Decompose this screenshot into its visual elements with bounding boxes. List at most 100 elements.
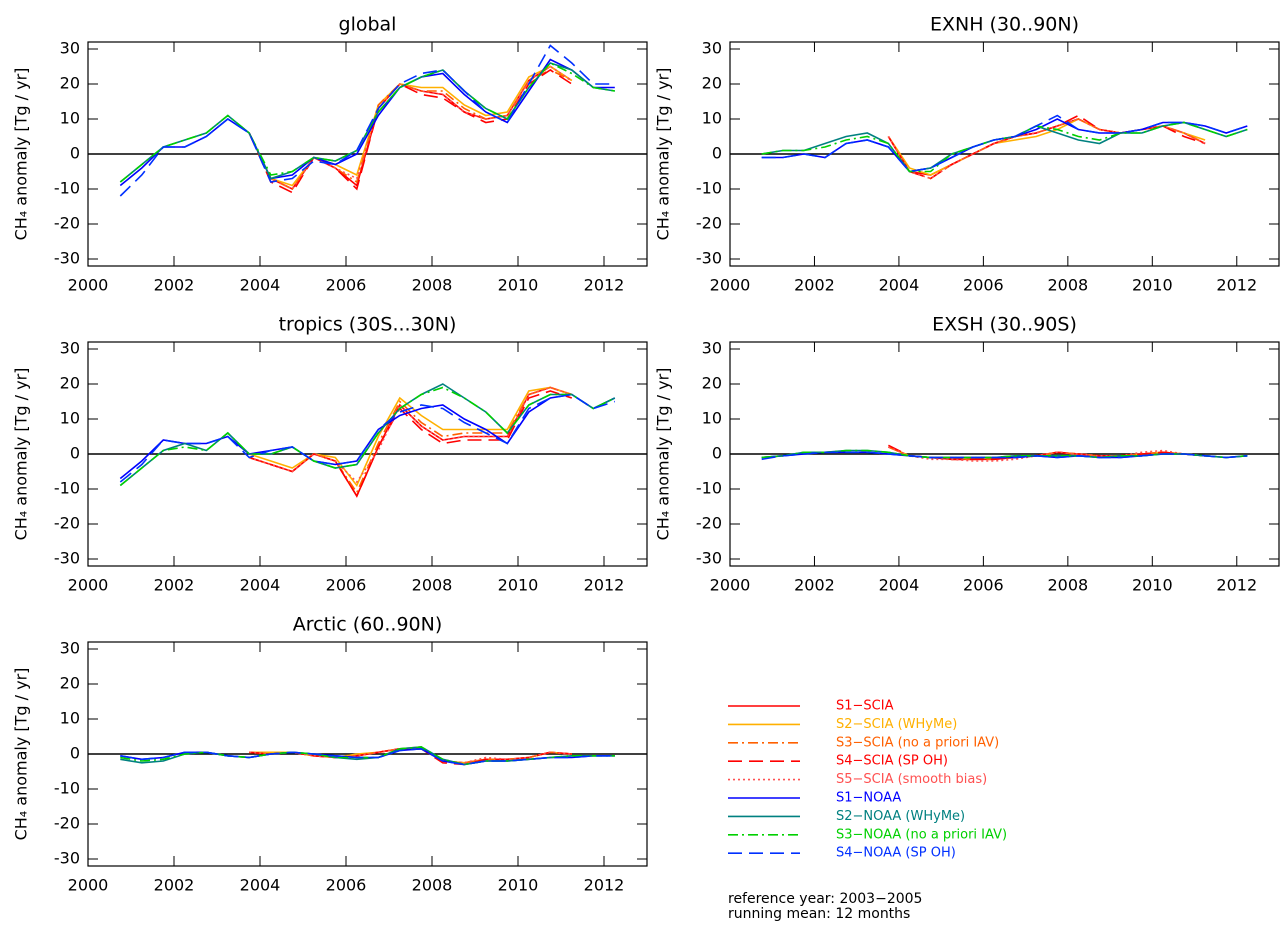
y-tick-label: 10 (702, 409, 722, 428)
legend-label: S1−SCIA (836, 699, 894, 714)
series-line (120, 747, 615, 766)
y-tick-label: -20 (696, 514, 722, 533)
y-tick-label: -20 (54, 514, 80, 533)
panel: global CH₄ anomaly [Tg / yr] -30 -20 -10 0 10 2… (12, 14, 648, 295)
y-tick-label: 10 (702, 109, 722, 128)
y-tick-label: 0 (712, 444, 722, 463)
y-tick-label: 10 (60, 709, 80, 728)
y-tick-label: -10 (54, 479, 80, 498)
x-tick-label: 2012 (584, 876, 625, 895)
x-tick-label: 2004 (240, 576, 281, 595)
y-tick-label: 0 (712, 144, 722, 163)
panel: EXNH (30..90N) CH₄ anomaly [Tg / yr] -30 -2… (654, 14, 1280, 295)
y-tick-label: 30 (60, 639, 80, 658)
x-tick-label: 2002 (154, 576, 195, 595)
series-line (248, 69, 573, 191)
y-tick-label: -20 (54, 214, 80, 233)
series-line (119, 386, 616, 487)
x-tick-label: 2010 (1132, 276, 1173, 295)
x-tick-label: 2006 (326, 276, 367, 295)
plot-frame (87, 641, 648, 867)
panel: EXSH (30..90S) CH₄ anomaly [Tg / yr] -30 -2… (654, 314, 1280, 595)
legend-label: S5−SCIA (smooth bias) (836, 772, 987, 787)
panel-title: EXNH (30..90N) (930, 14, 1079, 36)
panel: tropics (30S...30N) CH₄ anomaly [Tg / yr]… (12, 314, 648, 595)
y-tick-label: -30 (54, 249, 80, 268)
legend-label: S3−NOAA (no a priori IAV) (836, 827, 1007, 842)
y-axis-label: CH₄ anomaly [Tg / yr] (12, 668, 31, 841)
x-tick-label: 2000 (710, 276, 751, 295)
note: running mean: 12 months (728, 906, 910, 922)
series-line (120, 747, 615, 766)
series-line (761, 118, 1248, 173)
panel: Arctic (60..90N) CH₄ anomaly [Tg / yr] -30… (12, 614, 648, 895)
series-line (888, 446, 1206, 462)
y-tick-label: -10 (696, 179, 722, 198)
series-line (249, 748, 572, 764)
panel-title: global (339, 14, 397, 36)
y-tick-label: 20 (60, 674, 80, 693)
legend-label: S3−SCIA (no a priori IAV) (836, 735, 999, 750)
y-tick-label: 30 (702, 339, 722, 358)
y-tick-label: 20 (60, 374, 80, 393)
series-line (248, 69, 573, 194)
y-tick-label: -10 (696, 479, 722, 498)
legend-label: S1−NOAA (836, 791, 901, 806)
series-line (248, 386, 573, 488)
y-tick-label: -30 (54, 549, 80, 568)
plot-frame (729, 341, 1280, 567)
y-tick-label: -20 (54, 814, 80, 833)
y-tick-label: -30 (696, 249, 722, 268)
x-tick-label: 2012 (1216, 576, 1257, 595)
series-line (761, 114, 1248, 173)
legend: S1−SCIA S2−SCIA (WHyMe) S3−SCIA (no a prio… (728, 699, 1007, 861)
y-tick-label: 0 (70, 744, 80, 763)
plot-frame (87, 41, 648, 267)
x-tick-label: 2012 (1216, 276, 1257, 295)
y-tick-label: -20 (696, 214, 722, 233)
series-line (119, 62, 615, 183)
y-tick-label: 30 (60, 39, 80, 58)
y-tick-label: 10 (60, 109, 80, 128)
legend-label: S4−SCIA (SP OH) (836, 754, 948, 769)
y-tick-label: -30 (54, 849, 80, 868)
series-line (120, 746, 615, 766)
x-tick-label: 2010 (1132, 576, 1173, 595)
x-tick-label: 2010 (498, 276, 539, 295)
x-tick-label: 2010 (498, 576, 539, 595)
series-line (119, 58, 615, 187)
y-axis-label: CH₄ anomaly [Tg / yr] (12, 68, 31, 241)
series-line (761, 121, 1248, 173)
x-tick-label: 2000 (710, 576, 751, 595)
panel-title: tropics (30S...30N) (279, 314, 457, 336)
x-tick-label: 2002 (794, 276, 835, 295)
series-line (120, 746, 615, 766)
series-line (119, 44, 615, 197)
series-line (119, 393, 616, 480)
x-tick-label: 2012 (584, 276, 625, 295)
legend-label: S2−NOAA (WHyMe) (836, 809, 965, 824)
y-tick-label: -10 (54, 179, 80, 198)
x-tick-label: 2012 (584, 576, 625, 595)
series-line (249, 748, 572, 764)
x-tick-label: 2000 (68, 276, 109, 295)
y-axis-label: CH₄ anomaly [Tg / yr] (12, 368, 31, 541)
y-axis-label: CH₄ anomaly [Tg / yr] (654, 368, 673, 541)
y-tick-label: 10 (60, 409, 80, 428)
x-tick-label: 2002 (794, 576, 835, 595)
y-axis-label: CH₄ anomaly [Tg / yr] (654, 68, 673, 241)
x-tick-label: 2000 (68, 876, 109, 895)
y-tick-label: -30 (696, 549, 722, 568)
y-tick-label: 30 (702, 39, 722, 58)
x-tick-label: 2010 (498, 876, 539, 895)
x-tick-label: 2008 (1047, 276, 1088, 295)
y-tick-label: 20 (702, 74, 722, 93)
legend-label: S4−NOAA (SP OH) (836, 846, 956, 861)
x-tick-label: 2006 (963, 276, 1004, 295)
series-line (248, 386, 573, 498)
x-tick-label: 2004 (240, 876, 281, 895)
series-line (248, 65, 573, 187)
x-tick-label: 2006 (326, 576, 367, 595)
y-tick-label: -10 (54, 779, 80, 798)
